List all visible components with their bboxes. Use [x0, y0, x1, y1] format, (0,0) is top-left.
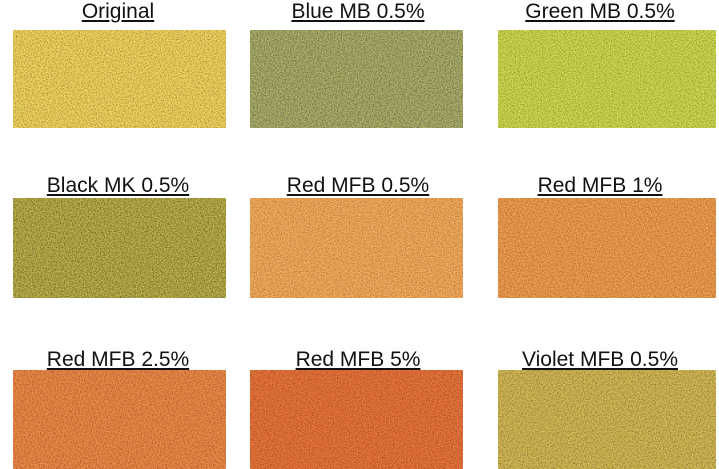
sample-label: Black MK 0.5%: [46, 174, 190, 197]
color-swatch: [498, 370, 716, 469]
sample-green-mb-0-5: Green MB 0.5%: [485, 0, 716, 128]
swatch-speckle: [250, 30, 463, 128]
color-swatch: [13, 198, 226, 298]
color-swatch: [250, 198, 463, 298]
sample-label: Violet MFB 0.5%: [521, 348, 678, 371]
sample-blue-mb-0-5: Blue MB 0.5%: [243, 0, 473, 128]
sample-red-mfb-0-5: Red MFB 0.5%: [243, 174, 473, 298]
sample-original: Original: [3, 0, 233, 128]
swatch-speckle: [13, 30, 226, 128]
sample-red-mfb-2-5: Red MFB 2.5%: [3, 348, 233, 469]
sample-label: Original: [81, 0, 155, 23]
swatch-speckle: [498, 30, 716, 128]
sample-label: Red MFB 0.5%: [286, 174, 430, 197]
swatch-speckle: [498, 370, 716, 469]
color-swatch: [250, 370, 463, 469]
swatch-speckle: [13, 198, 226, 298]
sample-black-mk-0-5: Black MK 0.5%: [3, 174, 233, 298]
swatch-speckle: [250, 370, 463, 469]
sample-label: Green MB 0.5%: [525, 0, 675, 23]
sample-label: Red MFB 1%: [537, 174, 663, 197]
color-swatch: [250, 30, 463, 128]
sample-violet-mfb-0-5: Violet MFB 0.5%: [485, 348, 716, 469]
swatch-speckle: [250, 198, 463, 298]
color-swatch: [13, 370, 226, 469]
color-swatch: [13, 30, 226, 128]
color-swatch: [498, 30, 716, 128]
swatch-speckle: [13, 370, 226, 469]
sample-label: Red MFB 2.5%: [46, 348, 190, 371]
sample-label: Blue MB 0.5%: [291, 0, 425, 23]
color-swatch: [498, 198, 716, 298]
sample-label: Red MFB 5%: [295, 348, 421, 371]
sample-red-mfb-1: Red MFB 1%: [485, 174, 716, 298]
sample-red-mfb-5: Red MFB 5%: [243, 348, 473, 469]
swatch-speckle: [498, 198, 716, 298]
